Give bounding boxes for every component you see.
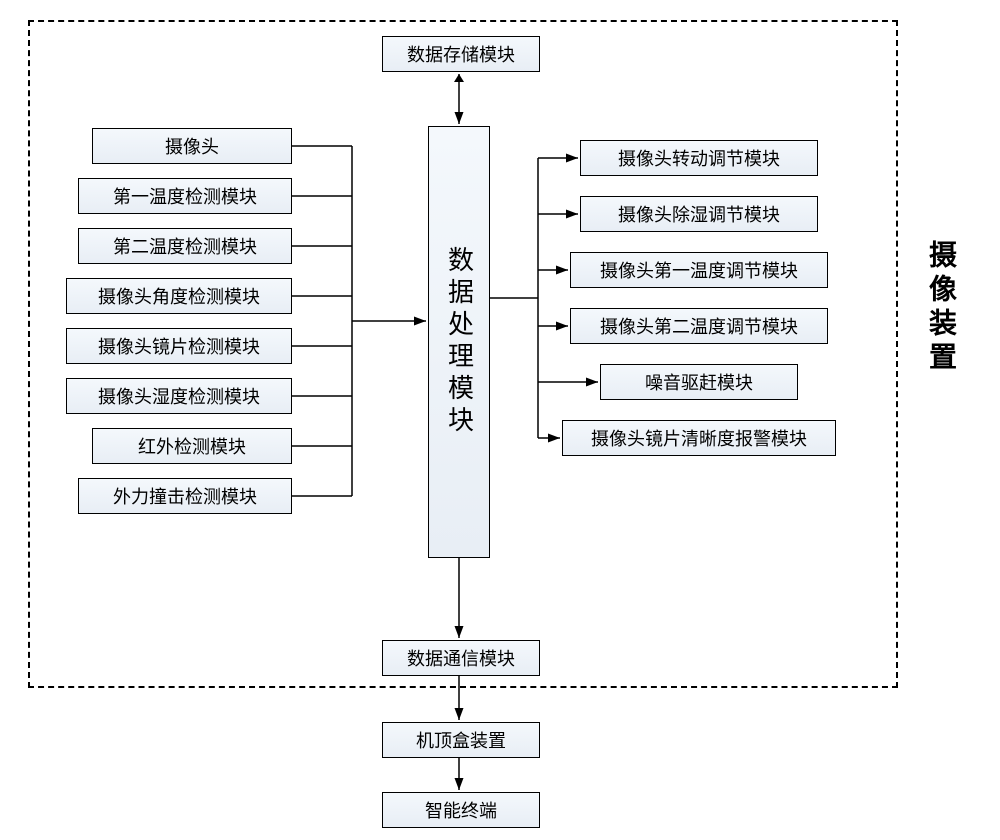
input-module-box-7: 外力撞击检测模块 bbox=[78, 478, 292, 514]
output-module-box-3: 摄像头第二温度调节模块 bbox=[570, 308, 828, 344]
input-module-box-5: 摄像头湿度检测模块 bbox=[66, 378, 292, 414]
input-module-box-4: 摄像头镜片检测模块 bbox=[66, 328, 292, 364]
input-module-box-3: 摄像头角度检测模块 bbox=[66, 278, 292, 314]
input-module-box-0: 摄像头 bbox=[92, 128, 292, 164]
output-module-box-1: 摄像头除湿调节模块 bbox=[580, 196, 818, 232]
settop-box: 机顶盒装置 bbox=[382, 722, 540, 758]
comm-module-box: 数据通信模块 bbox=[382, 640, 540, 676]
output-module-box-2: 摄像头第一温度调节模块 bbox=[570, 252, 828, 288]
input-module-box-1: 第一温度检测模块 bbox=[78, 178, 292, 214]
diagram-canvas: 摄像装置 数据存储模块数据处理模块 摄像头第一温度检测模块第二温度检测模块摄像头角度… bbox=[0, 0, 1000, 840]
processing-module-box: 数据处理模块 bbox=[428, 126, 490, 558]
side-label: 摄像装置 bbox=[920, 240, 960, 376]
output-module-box-0: 摄像头转动调节模块 bbox=[580, 140, 818, 176]
input-module-box-6: 红外检测模块 bbox=[92, 428, 292, 464]
output-module-box-4: 噪音驱赶模块 bbox=[600, 364, 798, 400]
storage-module-box: 数据存储模块 bbox=[382, 36, 540, 72]
output-module-box-5: 摄像头镜片清晰度报警模块 bbox=[562, 420, 836, 456]
terminal-box: 智能终端 bbox=[382, 792, 540, 828]
input-module-box-2: 第二温度检测模块 bbox=[78, 228, 292, 264]
